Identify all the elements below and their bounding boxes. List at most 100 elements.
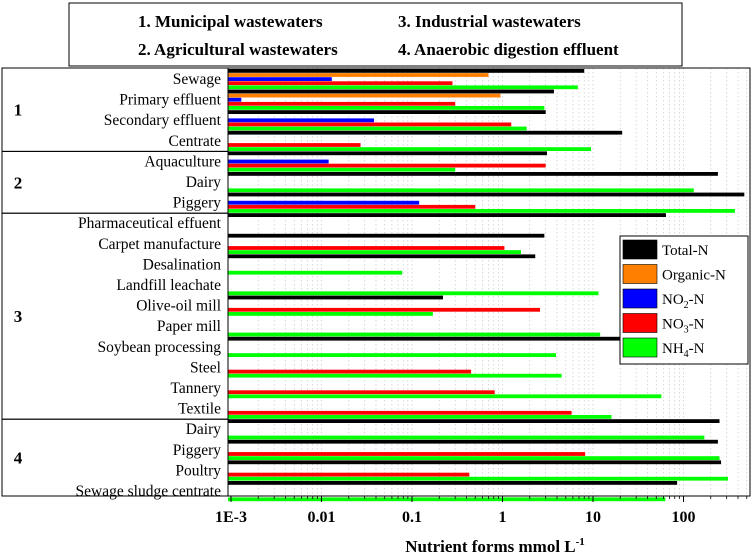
legend-label: NO3-N <box>662 317 705 336</box>
category-label: Landfill leachate <box>116 277 221 294</box>
bar-nh4-n <box>228 85 578 90</box>
bar-no3-n <box>228 204 476 209</box>
grid-lines <box>257 68 748 496</box>
bar-no3-n <box>228 369 472 374</box>
bar-no3-n <box>228 452 586 456</box>
bar-nh4-n <box>228 435 705 440</box>
x-tick-label: 10 <box>585 509 601 526</box>
bar-total-n <box>228 192 745 197</box>
category-label: Pharmaceutical effuent <box>78 215 222 232</box>
bar-total-n <box>228 233 545 238</box>
bar-nh4-n <box>228 353 556 357</box>
header-group-4: 4. Anaerobic digestion effluent <box>398 40 619 59</box>
bar-total-n <box>228 172 718 176</box>
category-label: Desalination <box>143 256 222 273</box>
bar-nh4-n <box>228 209 735 213</box>
bar-no2-n <box>228 118 374 123</box>
bar-no3-n <box>228 81 453 86</box>
bar-no3-n <box>228 143 361 147</box>
bar-no3-n <box>228 163 546 168</box>
bar-nh4-n <box>228 270 403 275</box>
legend-label: Organic-N <box>662 268 726 284</box>
legend-swatch-total-n <box>622 239 658 260</box>
bar-nh4-n <box>228 394 662 399</box>
bar-organic-n <box>228 73 489 77</box>
category-label: Dairy <box>186 174 222 191</box>
group-label: 2 <box>14 173 23 192</box>
bar-total-n <box>228 460 722 465</box>
bar-nh4-n <box>228 126 527 131</box>
bar-no3-n <box>228 390 495 395</box>
bar-nh4-n <box>228 497 666 502</box>
bar-total-n <box>228 295 443 300</box>
legend-swatch-nh4-n <box>622 337 658 358</box>
bars <box>228 69 745 502</box>
legend-label: Total-N <box>662 243 709 259</box>
bar-no3-n <box>228 246 505 250</box>
category-label: Piggery <box>173 442 221 459</box>
bar-total-n <box>228 69 585 73</box>
bar-nh4-n <box>228 332 601 337</box>
category-label: Carpet manufacture <box>98 236 221 253</box>
bar-nh4-n <box>228 167 456 172</box>
group-label: 3 <box>14 307 23 326</box>
bar-total-n <box>228 439 718 444</box>
bar-organic-n <box>228 93 501 98</box>
bar-no3-n <box>228 101 456 106</box>
category-label: Sewage <box>173 71 221 88</box>
category-label: Sewage sludge centrate <box>76 483 222 500</box>
header-group-2: 2. Agricultural wastewaters <box>138 40 338 59</box>
group-label: 1 <box>14 101 23 120</box>
bar-total-n <box>228 151 547 156</box>
category-label: Dairy <box>186 421 222 438</box>
bar-total-n <box>228 213 666 217</box>
bar-nh4-n <box>228 106 545 110</box>
bar-total-n <box>228 419 720 423</box>
x-tick-label: 1E-3 <box>215 509 247 526</box>
category-label: Textile <box>178 401 221 418</box>
x-tick-label: 0.1 <box>402 509 422 526</box>
header-box <box>68 2 683 67</box>
x-tick-label: 100 <box>672 509 696 526</box>
bar-nh4-n <box>228 250 521 254</box>
category-label: Centrate <box>168 133 221 150</box>
bar-no3-n <box>228 410 572 415</box>
bar-nh4-n <box>228 147 591 151</box>
x-axis: 1E-3 0.01 0.1 1 10 100 <box>215 496 748 526</box>
x-axis-label: Nutrient forms mmol L-1 <box>405 536 585 556</box>
category-label: Piggery <box>173 195 221 212</box>
x-tick-label: 0.01 <box>308 509 336 526</box>
bar-no2-n <box>228 77 332 81</box>
category-label: Aquaculture <box>144 153 221 170</box>
category-label: Soybean processing <box>97 339 221 356</box>
bar-nh4-n <box>228 312 433 316</box>
legend: Total-N Organic-N NO2-N NO3-N NH4-N <box>619 235 749 365</box>
bar-no3-n <box>228 122 512 127</box>
bar-nh4-n <box>228 291 599 296</box>
category-label: Tannery <box>170 380 221 397</box>
bar-total-n <box>228 481 678 485</box>
bar-total-n <box>228 254 536 259</box>
bar-total-n <box>228 89 554 94</box>
category-label: Poultry <box>175 462 221 479</box>
legend-swatch-organic-n <box>622 264 658 284</box>
bar-no3-n <box>228 472 470 477</box>
bar-nh4-n <box>228 476 728 481</box>
bar-no2-n <box>228 159 329 164</box>
legend-swatch-no2-n <box>622 288 658 309</box>
category-label: Steel <box>190 359 221 376</box>
bar-no2-n <box>228 97 242 102</box>
category-labels: Sewage Primary effluent Secondary effluent… <box>76 71 222 500</box>
category-label: Olive-oil mill <box>136 298 221 315</box>
bar-nh4-n <box>228 188 694 193</box>
plot-area <box>227 67 751 497</box>
x-tick-label: 1 <box>499 509 507 526</box>
header-group-1: 1. Municipal wastewaters <box>138 12 323 31</box>
category-label: Secondary effluent <box>104 112 222 129</box>
category-label: Primary effluent <box>119 92 221 109</box>
bar-no2-n <box>228 200 420 205</box>
category-label: Paper mill <box>157 318 221 335</box>
bar-nh4-n <box>228 415 612 419</box>
bar-total-n <box>228 110 546 114</box>
group-label: 4 <box>14 449 23 468</box>
